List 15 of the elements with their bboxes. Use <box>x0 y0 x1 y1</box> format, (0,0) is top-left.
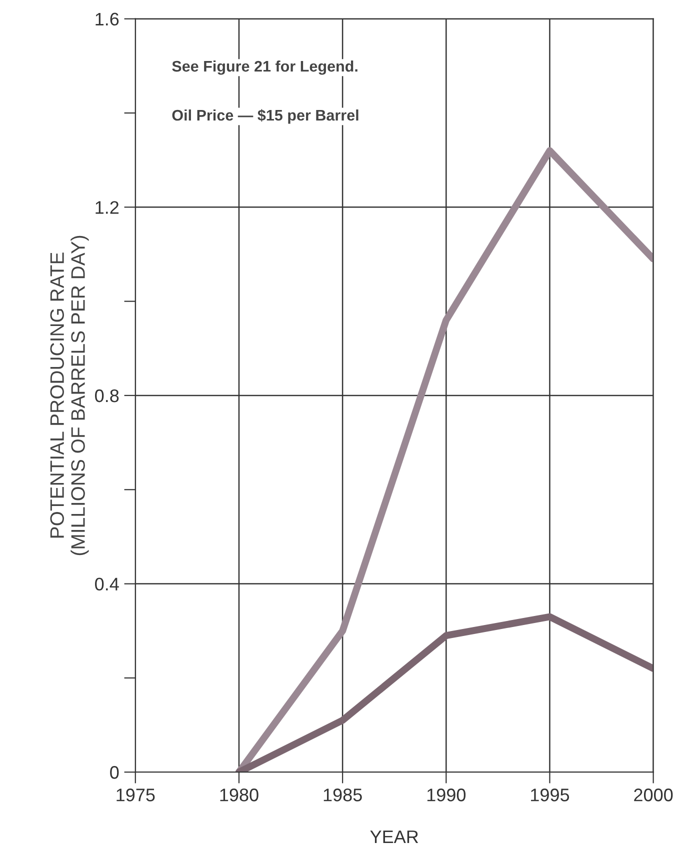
y-axis-title: POTENTIAL PRODUCING RATE (MILLIONS OF BARRELS PER DAY) <box>50 236 89 556</box>
annotation: See Figure 21 for Legend. <box>172 60 358 75</box>
y-tick-label: 1.2 <box>96 201 119 214</box>
x-tick-label: 1975 <box>116 788 155 802</box>
x-axis-title: YEAR <box>370 830 418 843</box>
y-tick-label: 0.8 <box>95 389 119 402</box>
y-tick-label: 0 <box>110 766 119 779</box>
x-tick-label: 1985 <box>324 788 362 802</box>
x-tick-label: 2000 <box>634 788 673 802</box>
x-tick-label: 1990 <box>427 788 466 802</box>
x-tick-label: 1980 <box>220 788 258 802</box>
x-tick-label: 1995 <box>531 788 570 802</box>
annotation: Oil Price — $15 per Barrel <box>172 109 358 124</box>
y-tick-label: 1.6 <box>96 12 119 26</box>
y-tick-label: 0.4 <box>95 578 119 591</box>
